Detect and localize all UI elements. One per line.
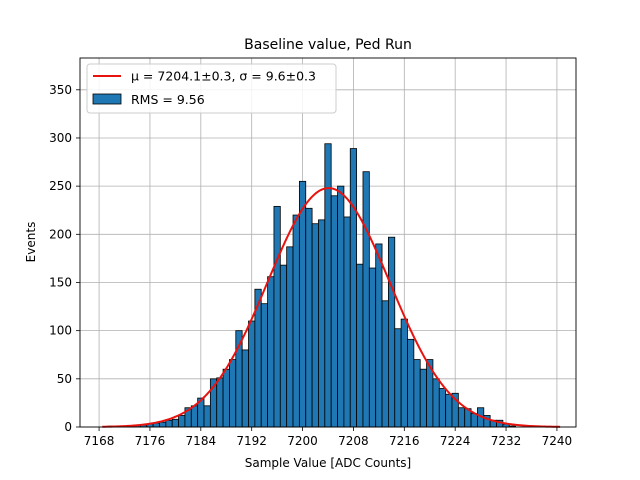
histogram-bar bbox=[330, 195, 338, 428]
plot-frame bbox=[79, 57, 577, 428]
histogram-bar bbox=[305, 207, 313, 428]
y-axis-label: Events bbox=[24, 222, 38, 263]
x-tick-label: 7216 bbox=[389, 434, 420, 448]
histogram-bar bbox=[222, 368, 230, 428]
x-tick-label: 7168 bbox=[84, 434, 115, 448]
x-tick-label: 7224 bbox=[440, 434, 471, 448]
histogram-bar bbox=[248, 320, 256, 428]
x-tick-label: 7208 bbox=[338, 434, 369, 448]
x-tick-label: 7232 bbox=[491, 434, 522, 448]
x-tick-label: 7184 bbox=[186, 434, 217, 448]
histogram-bar bbox=[356, 263, 364, 428]
histogram-bar bbox=[286, 246, 294, 428]
histogram-bar bbox=[311, 223, 319, 428]
histogram-bar bbox=[229, 359, 237, 428]
legend-histogram-swatch bbox=[92, 93, 122, 105]
y-tick-label: 300 bbox=[49, 131, 72, 145]
axis-ticks: 7168 7176 7184 7192 7200 7208 7216 7224 7232 7240… bbox=[49, 83, 572, 448]
legend-box bbox=[86, 63, 337, 114]
histogram-bar bbox=[279, 264, 288, 428]
histogram-bar bbox=[457, 407, 466, 428]
histogram-bar bbox=[343, 216, 351, 428]
y-tick-label: 50 bbox=[57, 372, 72, 386]
histogram-bar bbox=[413, 359, 421, 428]
histogram-bar bbox=[381, 300, 389, 428]
histogram-bar bbox=[273, 205, 281, 428]
histogram-bar bbox=[407, 338, 415, 428]
chart-title: Baseline value, Ped Run bbox=[244, 37, 412, 53]
y-tick-label: 200 bbox=[49, 227, 72, 241]
histogram-bar bbox=[324, 143, 332, 428]
histogram-bar bbox=[260, 303, 268, 428]
histogram-bar bbox=[318, 219, 326, 428]
histogram-bar bbox=[400, 318, 408, 428]
histogram-bar bbox=[432, 378, 440, 428]
y-tick-label: 0 bbox=[64, 420, 72, 434]
histogram-bar bbox=[171, 418, 179, 428]
histogram-bar bbox=[292, 214, 300, 428]
histogram-bar bbox=[388, 236, 396, 428]
x-tick-label: 7192 bbox=[236, 434, 267, 448]
gaussian-fit-curve bbox=[102, 187, 561, 428]
histogram-bar bbox=[362, 171, 370, 428]
x-tick-label: 7240 bbox=[542, 434, 573, 448]
x-tick-label: 7176 bbox=[135, 434, 166, 448]
x-tick-label: 7200 bbox=[287, 434, 318, 448]
legend-fit-label: μ = 7204.1±0.3, σ = 9.6±0.3 bbox=[131, 69, 316, 84]
histogram-bar bbox=[368, 267, 377, 428]
histogram-bar bbox=[445, 393, 453, 428]
histogram-bar bbox=[419, 368, 427, 428]
x-axis-label: Sample Value [ADC Counts] bbox=[245, 456, 411, 470]
histogram-bar bbox=[394, 328, 402, 428]
histogram-bar bbox=[470, 413, 478, 428]
histogram-bar bbox=[216, 377, 224, 428]
histogram-bar bbox=[159, 421, 167, 428]
histogram-bar bbox=[241, 349, 249, 428]
y-tick-label: 250 bbox=[49, 179, 72, 193]
histogram-bar bbox=[165, 419, 173, 428]
histogram-bar bbox=[337, 185, 345, 428]
histogram-bars bbox=[108, 143, 516, 428]
y-tick-label: 100 bbox=[49, 324, 72, 338]
y-tick-label: 150 bbox=[49, 275, 72, 289]
histogram-bar bbox=[438, 388, 447, 428]
legend: μ = 7204.1±0.3, σ = 9.6±0.3 RMS = 9.56 bbox=[86, 63, 337, 114]
histogram-bar bbox=[178, 415, 186, 428]
histogram-bar bbox=[349, 148, 358, 428]
histogram-bar bbox=[375, 243, 383, 428]
y-tick-label: 350 bbox=[49, 83, 72, 97]
histogram-bar bbox=[298, 180, 307, 428]
histogram-bar bbox=[190, 405, 199, 428]
histogram-bar bbox=[203, 405, 211, 428]
legend-histogram-label: RMS = 9.56 bbox=[131, 92, 205, 107]
histogram-bar bbox=[267, 276, 275, 428]
